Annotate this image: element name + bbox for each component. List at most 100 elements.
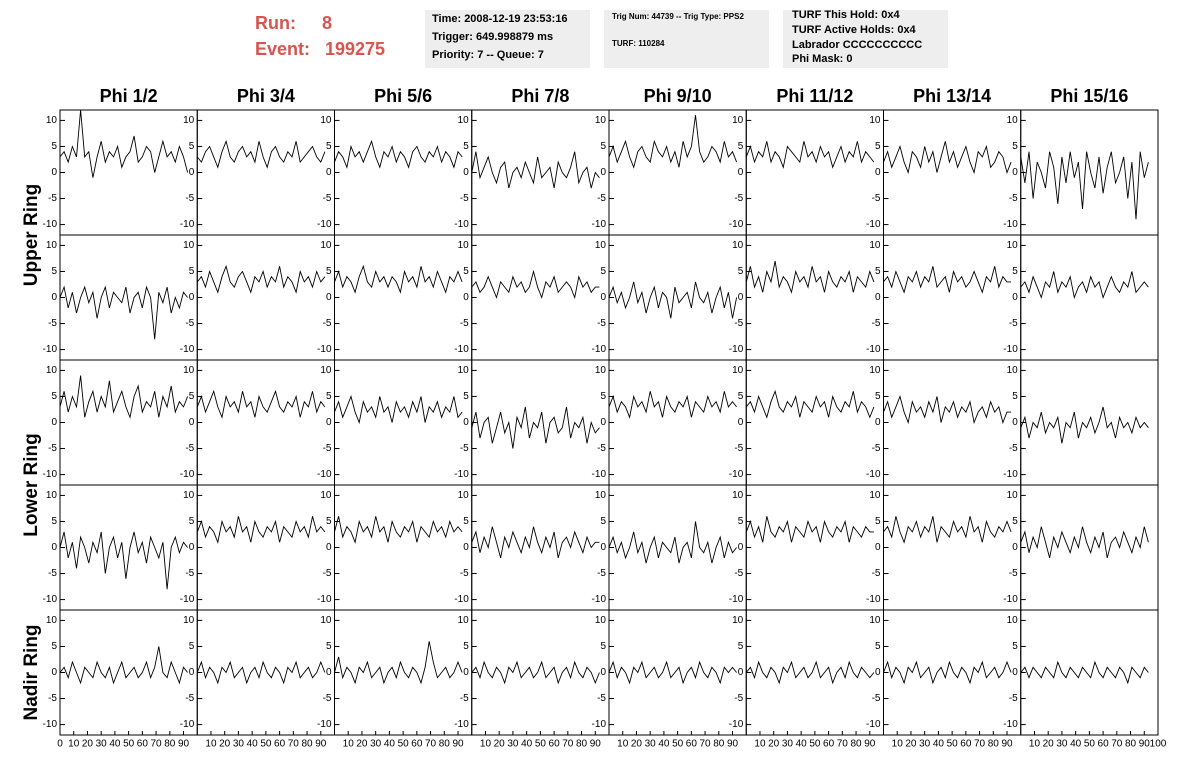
y-tick-label: 5 [1012, 141, 1018, 152]
y-tick-label: 5 [875, 391, 881, 402]
y-tick-label: 10 [183, 615, 195, 626]
y-tick-label: 0 [189, 542, 195, 553]
x-tick-label: 40 [109, 739, 121, 750]
x-tick-label: 60 [137, 739, 149, 750]
y-tick-label: 0 [189, 167, 195, 178]
panel-frame [883, 484, 1022, 611]
y-tick-label: -5 [48, 193, 57, 204]
y-tick-label: 0 [875, 292, 881, 303]
info-text: Time: 2008-12-19 23:53:16 [432, 13, 568, 25]
y-tick-label: -10 [317, 219, 332, 230]
y-tick-label: -10 [43, 719, 58, 730]
y-tick-label: 10 [1007, 615, 1019, 626]
y-tick-label: 10 [1007, 490, 1019, 501]
y-tick-label: -10 [454, 594, 469, 605]
panel-frame [334, 109, 473, 236]
info-box [425, 10, 590, 68]
y-tick-label: -10 [729, 594, 744, 605]
y-tick-label: 0 [600, 167, 606, 178]
y-tick-label: -5 [872, 693, 881, 704]
column-title: Phi 13/14 [913, 86, 991, 106]
x-tick-label: 70 [974, 739, 986, 750]
y-tick-label: -10 [592, 469, 607, 480]
waveform [196, 264, 326, 294]
event-number: 199275 [325, 39, 385, 59]
y-tick-label: 10 [458, 490, 470, 501]
y-tick-label: 0 [1012, 292, 1018, 303]
x-tick-label: 60 [686, 739, 698, 750]
waveform [745, 516, 874, 543]
y-tick-label: 0 [875, 542, 881, 553]
y-tick-label: 10 [595, 615, 607, 626]
x-tick-label: 10 [343, 739, 355, 750]
y-tick-label: 0 [463, 542, 469, 553]
x-tick-label: 10 [754, 739, 766, 750]
y-tick-label: 0 [189, 667, 195, 678]
y-tick-label: 5 [463, 266, 469, 277]
y-tick-label: -5 [323, 443, 332, 454]
y-tick-label: -5 [734, 693, 743, 704]
y-tick-label: 5 [1012, 516, 1018, 527]
x-tick-label: 70 [837, 739, 849, 750]
y-tick-label: 5 [463, 516, 469, 527]
y-tick-label: 5 [738, 141, 744, 152]
y-tick-label: 5 [326, 391, 332, 402]
y-tick-label: 10 [869, 115, 881, 126]
y-tick-label: -5 [185, 318, 194, 329]
y-tick-label: 0 [326, 542, 332, 553]
y-tick-label: -5 [597, 443, 606, 454]
y-tick-label: 0 [51, 542, 57, 553]
waveform [608, 281, 738, 319]
x-tick-label: 40 [796, 739, 808, 750]
y-tick-label: -10 [180, 469, 195, 480]
x-tick-label: 40 [247, 739, 259, 750]
waveform [59, 109, 189, 178]
y-tick-label: 5 [600, 641, 606, 652]
x-tick-label: 90 [178, 739, 190, 750]
y-tick-label: 0 [1012, 167, 1018, 178]
y-tick-label: 5 [600, 516, 606, 527]
y-tick-label: 5 [326, 266, 332, 277]
x-tick-label: 60 [960, 739, 972, 750]
waveform [334, 395, 463, 425]
x-tick-label: 50 [672, 739, 684, 750]
y-tick-label: 10 [732, 615, 744, 626]
y-tick-label: -5 [1009, 193, 1018, 204]
y-tick-label: -10 [43, 594, 58, 605]
y-tick-label: -5 [323, 318, 332, 329]
y-tick-label: 5 [1012, 266, 1018, 277]
y-tick-label: -5 [48, 318, 57, 329]
x-tick-label: 30 [1056, 739, 1068, 750]
y-tick-label: 10 [183, 490, 195, 501]
y-tick-label: 10 [183, 115, 195, 126]
x-tick-label: 60 [274, 739, 286, 750]
column-title: Phi 15/16 [1050, 86, 1128, 106]
column-title: Phi 5/6 [374, 86, 432, 106]
x-tick-label: 10 [68, 739, 80, 750]
waveform [1020, 151, 1149, 220]
y-tick-label: -10 [729, 469, 744, 480]
y-tick-label: 5 [189, 516, 195, 527]
waveform [883, 141, 1012, 175]
waveform [883, 266, 1012, 294]
waveform [59, 285, 188, 340]
x-tick-label: 50 [809, 739, 821, 750]
panel-frame [196, 359, 335, 486]
y-tick-label: 5 [189, 641, 195, 652]
panel-frame [883, 609, 1022, 736]
y-tick-label: 5 [463, 391, 469, 402]
x-tick-label: 80 [301, 739, 313, 750]
y-tick-label: 10 [732, 115, 744, 126]
x-tick-label: 70 [700, 739, 712, 750]
x-tick-label: 70 [425, 739, 437, 750]
y-tick-label: 5 [51, 141, 57, 152]
y-tick-label: 5 [600, 391, 606, 402]
y-tick-label: 0 [600, 417, 606, 428]
waveform [883, 516, 1012, 544]
y-tick-label: -5 [734, 568, 743, 579]
x-tick-label: 70 [151, 739, 163, 750]
y-tick-label: 10 [732, 365, 744, 376]
y-tick-label: 5 [738, 391, 744, 402]
y-tick-label: -5 [872, 193, 881, 204]
y-tick-label: 10 [869, 615, 881, 626]
